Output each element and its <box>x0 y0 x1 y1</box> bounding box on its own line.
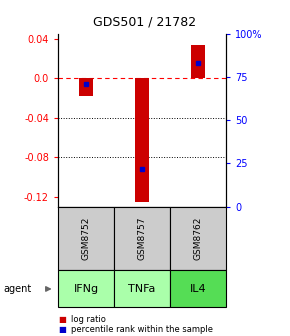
Text: TNFa: TNFa <box>128 284 156 294</box>
Text: GSM8762: GSM8762 <box>194 217 203 260</box>
Text: ■: ■ <box>58 316 66 324</box>
Text: IFNg: IFNg <box>73 284 99 294</box>
Bar <box>191 45 205 78</box>
Text: IL4: IL4 <box>190 284 206 294</box>
Text: GDS501 / 21782: GDS501 / 21782 <box>93 15 197 28</box>
Text: GSM8752: GSM8752 <box>81 217 90 260</box>
Text: agent: agent <box>3 284 31 294</box>
Text: ■: ■ <box>58 325 66 334</box>
Text: percentile rank within the sample: percentile rank within the sample <box>71 325 213 334</box>
Text: log ratio: log ratio <box>71 316 106 324</box>
Bar <box>79 78 93 96</box>
Bar <box>135 78 149 202</box>
Text: GSM8757: GSM8757 <box>137 217 147 260</box>
